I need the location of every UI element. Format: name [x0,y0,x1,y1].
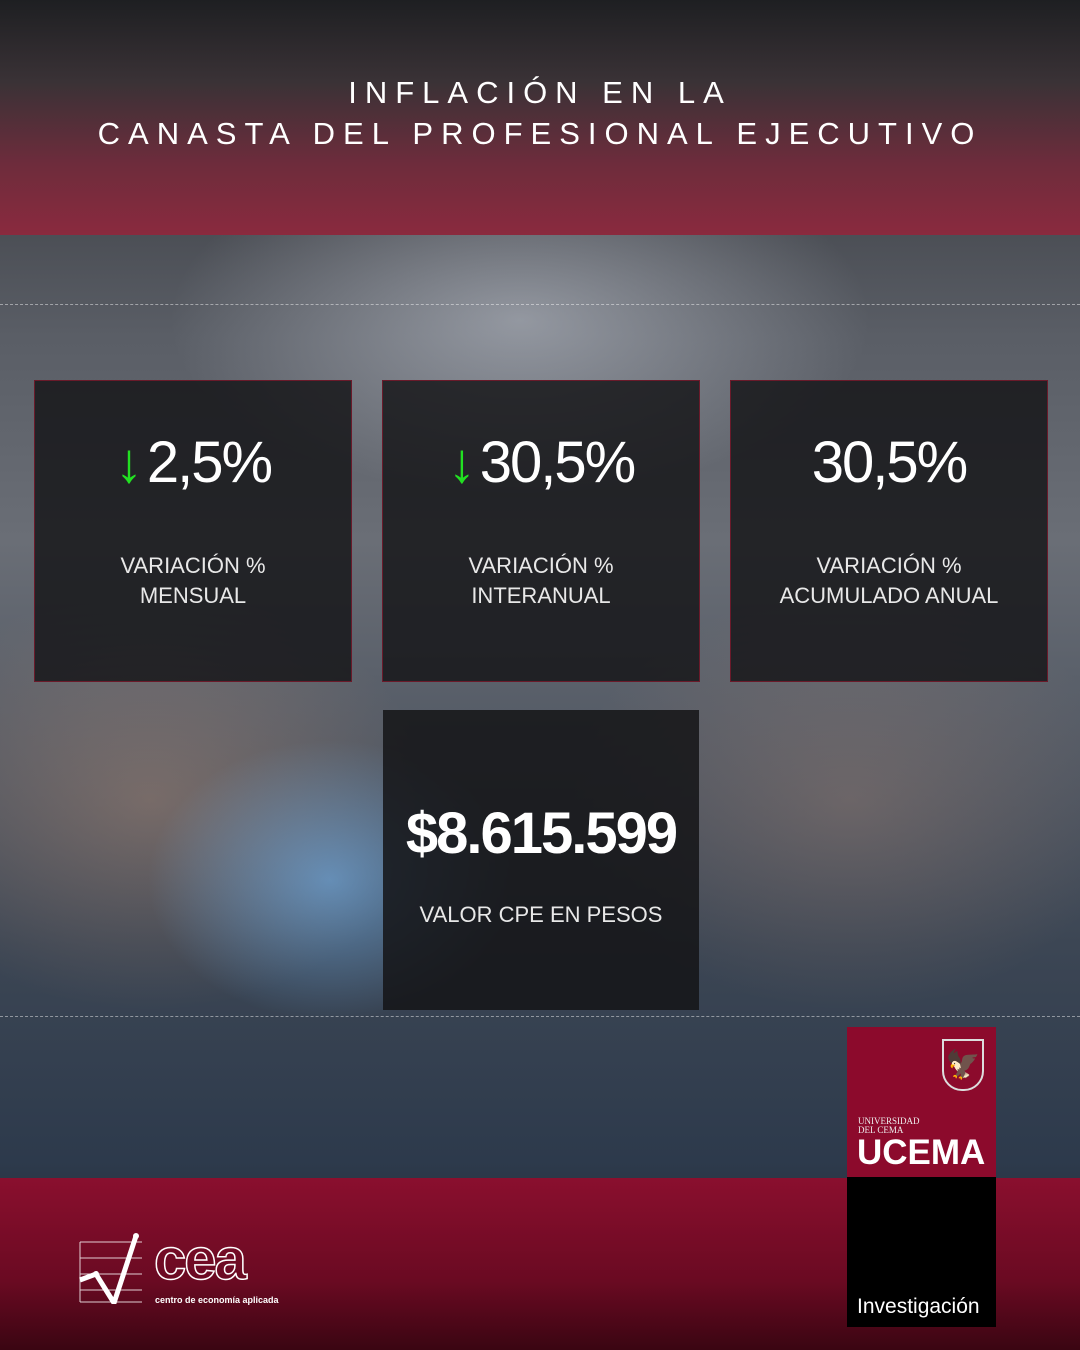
ucema-logo: 🦅 UNIVERSIDAD DEL CEMA UCEMA [847,1027,996,1177]
card-label: VARIACIÓN % [816,553,962,578]
divider [0,1016,1080,1017]
card-value: 30,5% [479,430,636,495]
eagle-crest-icon: 🦅 [942,1039,984,1091]
chart-check-icon [79,1233,142,1309]
ucema-wordmark: UCEMA [857,1133,986,1172]
cea-logo: cea centro de economía aplicada [78,1226,279,1309]
cea-wordmark: cea [153,1226,247,1293]
divider [0,304,1080,305]
ucema-small-text: DEL CEMA [858,1125,904,1135]
investigacion-label: Investigación [857,1295,980,1318]
card-label: MENSUAL [139,583,247,608]
card-mensual: ↓ 2,5% VARIACIÓN % MENSUAL [34,380,352,682]
arrow-down-icon: ↓ [447,430,476,494]
card-label: VARIACIÓN % [468,553,614,578]
title-line-1: INFLACIÓN EN LA [348,75,732,110]
card-label: INTERANUAL [471,583,611,608]
page-title: INFLACIÓN EN LA CANASTA DEL PROFESIONAL … [0,72,1080,154]
investigacion-block: Investigación [847,1177,996,1327]
title-line-2: CANASTA DEL PROFESIONAL EJECUTIVO [97,116,983,151]
header-band [0,0,1080,235]
cea-subtitle: centro de economía aplicada [155,1295,279,1305]
card-interanual: ↓ 30,5% VARIACIÓN % INTERANUAL [382,380,700,682]
valor-amount: $8.615.599 [405,801,678,866]
card-valor-cpe: $8.615.599 VALOR CPE EN PESOS [383,710,699,1010]
ucema-small-text: UNIVERSIDAD [858,1116,920,1126]
valor-label: VALOR CPE EN PESOS [419,902,663,927]
card-value: 30,5% [811,430,968,495]
arrow-down-icon: ↓ [114,430,143,494]
card-label: VARIACIÓN % [120,553,266,578]
card-value: 2,5% [146,430,273,495]
card-label: ACUMULADO ANUAL [779,583,999,608]
card-acumulado: 30,5% VARIACIÓN % ACUMULADO ANUAL [730,380,1048,682]
